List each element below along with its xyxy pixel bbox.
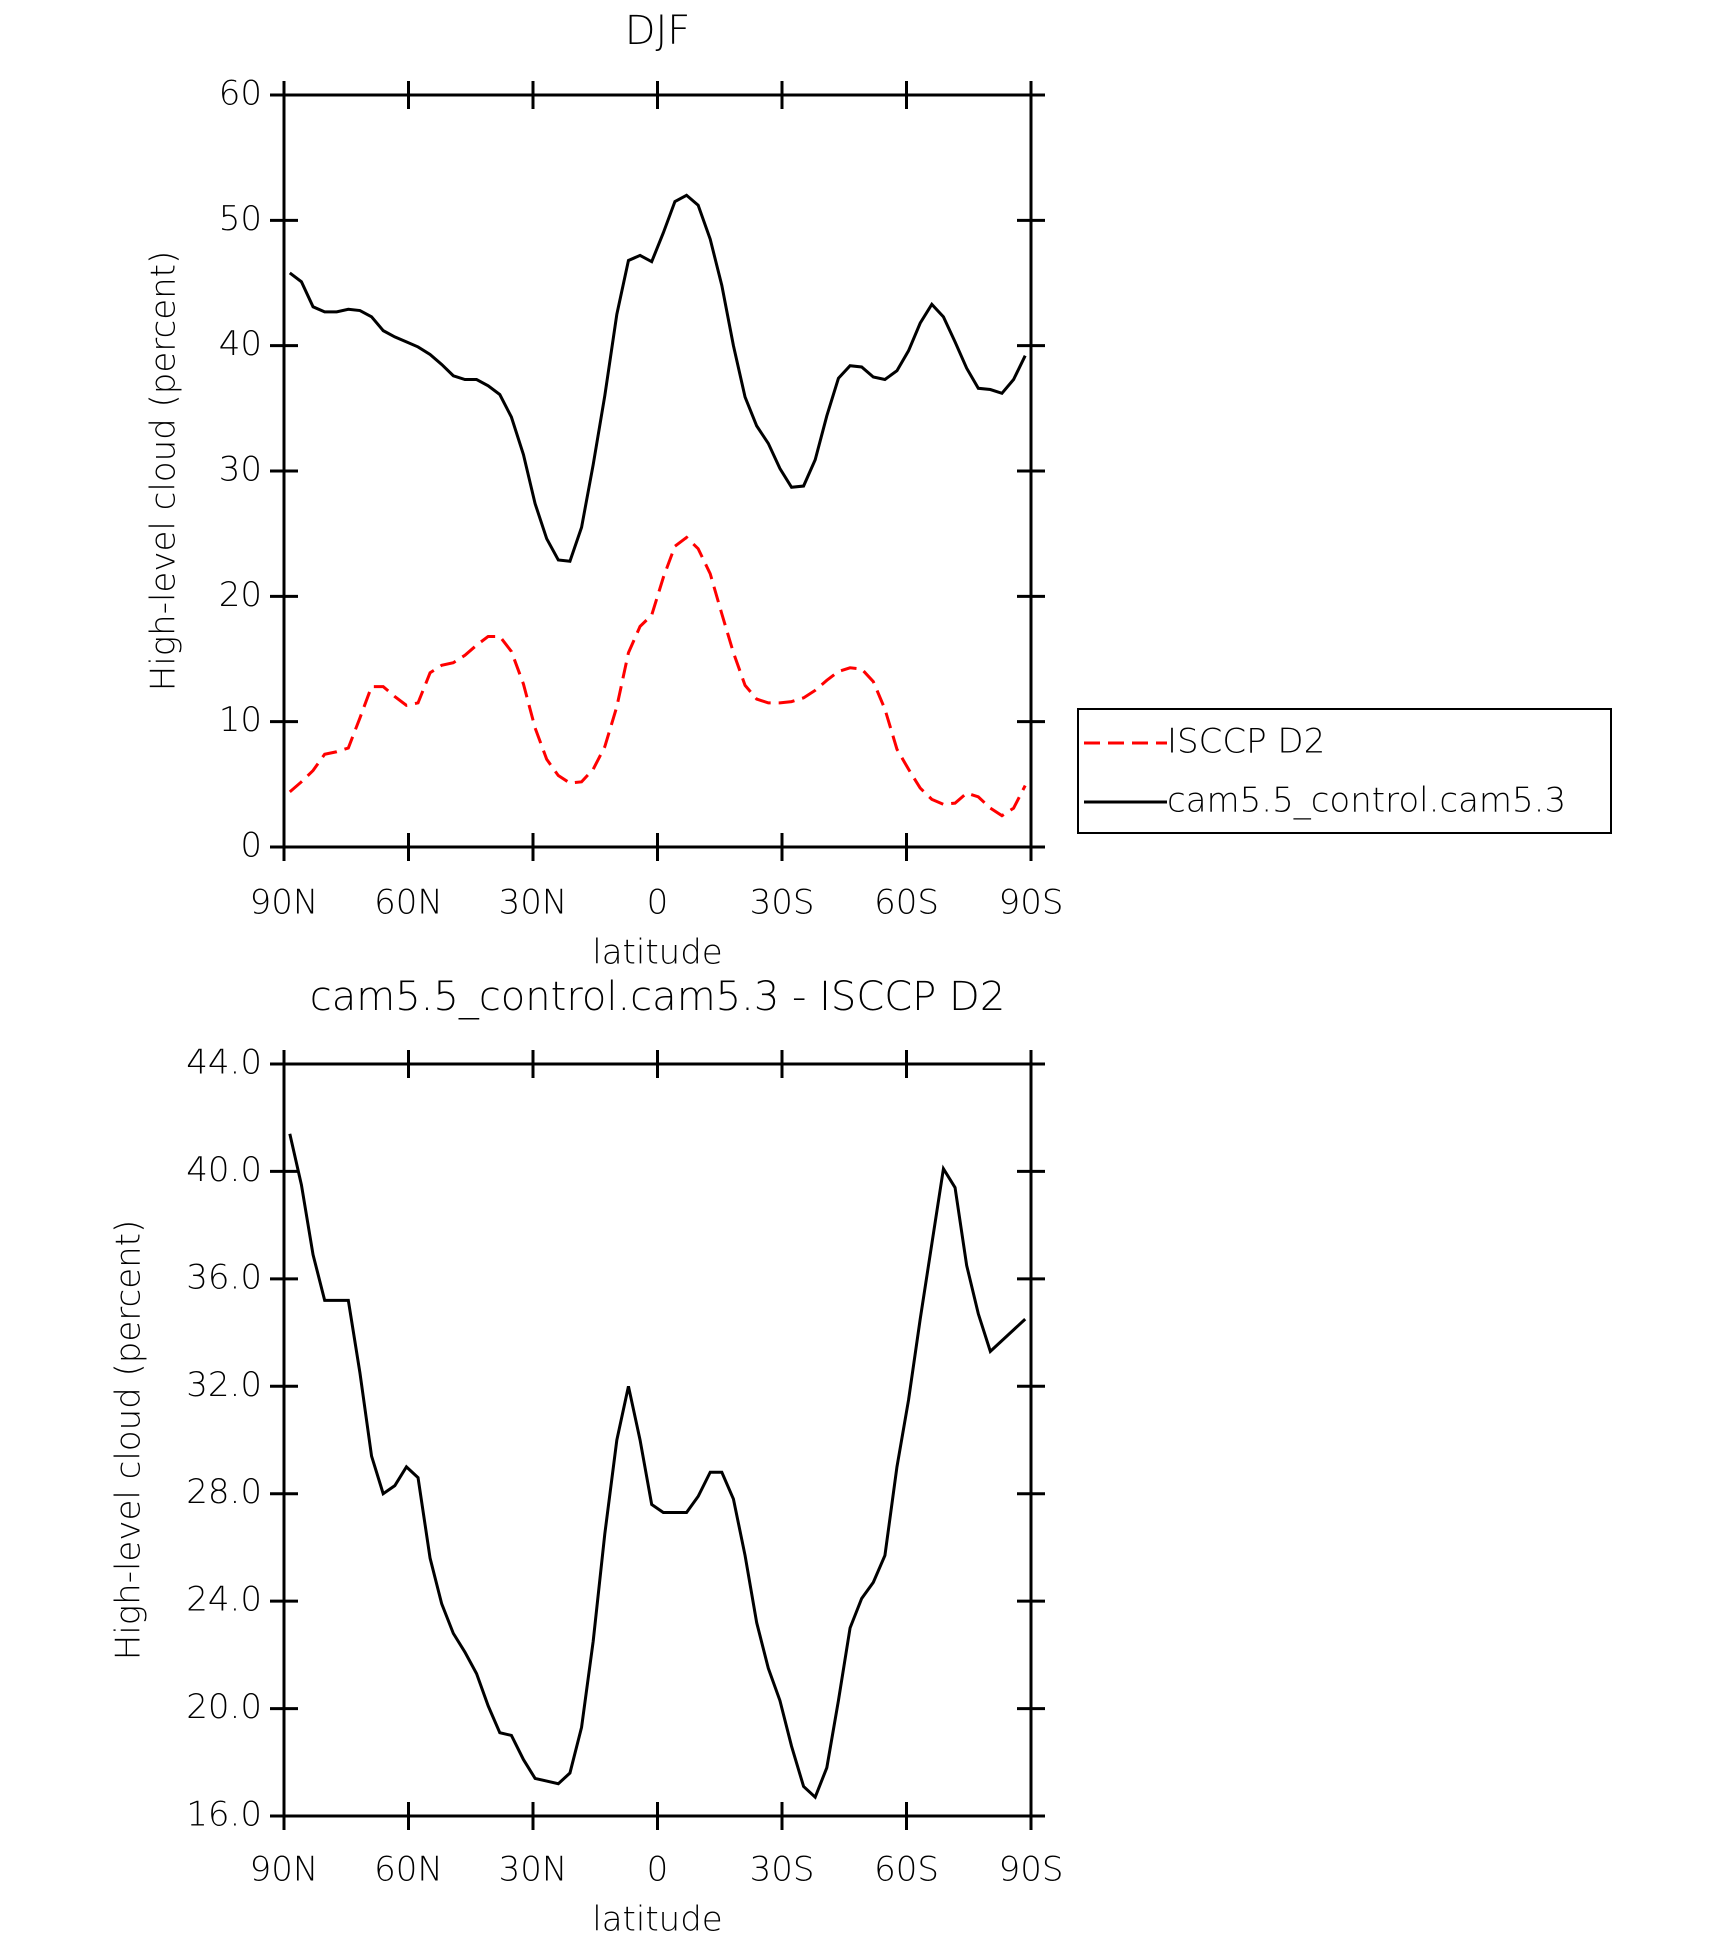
y-axis-label: High-level cloud (percent): [144, 251, 184, 692]
y-tick-label: 20.0: [186, 1687, 262, 1727]
data-line: [288, 535, 1027, 818]
x-tick-label: 60S: [874, 1850, 939, 1890]
y-tick-label: 32.0: [186, 1365, 262, 1405]
y-tick-label: 30: [219, 450, 262, 490]
plot-frame: [282, 93, 1033, 849]
y-tick-label: 24.0: [186, 1580, 262, 1620]
y-tick-label: 50: [219, 199, 262, 239]
x-tick-label: 0: [647, 883, 669, 923]
legend-label: cam5.5_control.cam5.3: [1167, 781, 1566, 821]
data-line: [288, 193, 1027, 563]
y-tick-label: 28.0: [186, 1472, 262, 1512]
x-tick-label: 90N: [250, 883, 319, 923]
y-tick-label: 20: [219, 575, 262, 615]
x-tick-label: 90S: [999, 883, 1064, 923]
chart-title: cam5.5_control.cam5.3 - ISCCP D2: [310, 974, 1006, 1020]
chart-title: DJF: [625, 8, 691, 54]
x-tick-label: 30N: [499, 1850, 568, 1890]
legend-label: ISCCP D2: [1167, 722, 1325, 762]
x-tick-label: 60N: [374, 883, 443, 923]
x-tick-label: 60S: [874, 883, 939, 923]
x-axis-label: latitude: [592, 933, 722, 973]
y-tick-label: 10: [219, 700, 262, 740]
x-axis-label: latitude: [592, 1900, 722, 1933]
y-tick-label: 40: [219, 324, 262, 364]
x-tick-label: 90N: [250, 1850, 319, 1890]
data-line: [288, 1133, 1027, 1800]
y-tick-label: 60: [219, 74, 262, 114]
y-axis-label: High-level cloud (percent): [109, 1220, 149, 1661]
legend-box: [1077, 708, 1612, 834]
y-tick-label: 0: [240, 826, 262, 866]
y-tick-label: 36.0: [186, 1257, 262, 1297]
plot-frame: [282, 1062, 1033, 1818]
y-tick-label: 16.0: [186, 1795, 262, 1835]
y-tick-label: 40.0: [186, 1150, 262, 1190]
x-tick-label: 30S: [750, 1850, 815, 1890]
y-tick-label: 44.0: [186, 1043, 262, 1083]
x-tick-label: 0: [647, 1850, 669, 1890]
x-tick-label: 90S: [999, 1850, 1064, 1890]
x-tick-label: 30S: [750, 883, 815, 923]
x-tick-label: 60N: [374, 1850, 443, 1890]
x-tick-label: 30N: [499, 883, 568, 923]
